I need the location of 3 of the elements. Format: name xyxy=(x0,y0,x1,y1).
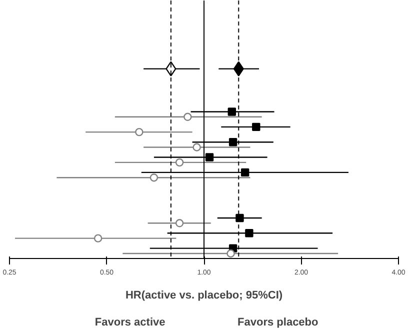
text: Favors placebo xyxy=(238,316,319,328)
text: Favors active xyxy=(94,316,166,328)
x-axis-title: HR(active vs. placebo; 95%CI) xyxy=(125,290,283,302)
